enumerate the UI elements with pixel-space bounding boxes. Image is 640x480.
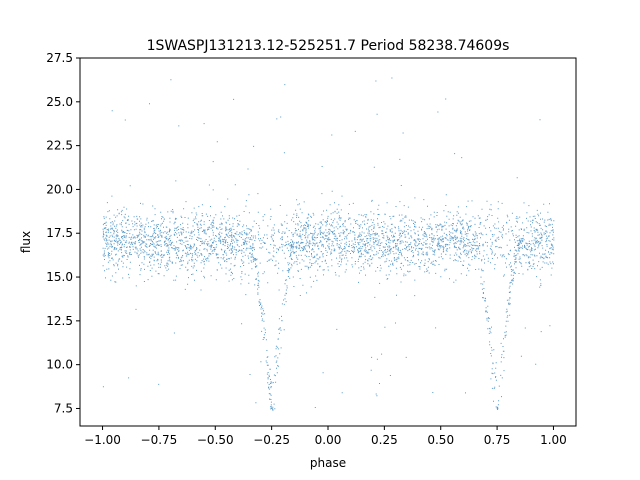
y-tick-label: 15.0: [46, 270, 73, 284]
x-tick-label: −0.25: [253, 433, 290, 447]
y-axis-ticks: 7.5 10.0 12.5 15.0 17.5 20.0 22.5 25.0 27.5: [46, 51, 80, 415]
chart-title: 1SWASPJ131213.12-525251.7 Period 58238.7…: [147, 38, 510, 54]
y-tick-label: 12.5: [46, 314, 73, 328]
x-tick-label: −1.00: [84, 433, 121, 447]
y-tick-label: 27.5: [46, 51, 73, 65]
y-tick-label: 22.5: [46, 139, 73, 153]
y-tick-label: 17.5: [46, 226, 73, 240]
y-axis-label: flux: [19, 231, 33, 253]
x-axis-label: phase: [310, 456, 346, 470]
y-tick-label: 25.0: [46, 95, 73, 109]
x-tick-label: 0.50: [427, 433, 454, 447]
data-point-cloud: [102, 77, 555, 411]
x-tick-label: 0.75: [484, 433, 511, 447]
x-axis-ticks: −1.00 −0.75 −0.50 −0.25 0.00 0.25 0.50 0.75 1.00: [84, 426, 567, 447]
x-tick-label: −0.75: [141, 433, 178, 447]
x-tick-label: −0.50: [197, 433, 234, 447]
x-tick-label: 0.25: [371, 433, 398, 447]
x-tick-label: 0.00: [315, 433, 342, 447]
y-tick-label: 20.0: [46, 182, 73, 196]
data-points: [102, 77, 555, 411]
x-tick-label: 1.00: [540, 433, 567, 447]
y-tick-label: 7.5: [54, 401, 73, 415]
y-tick-label: 10.0: [46, 358, 73, 372]
